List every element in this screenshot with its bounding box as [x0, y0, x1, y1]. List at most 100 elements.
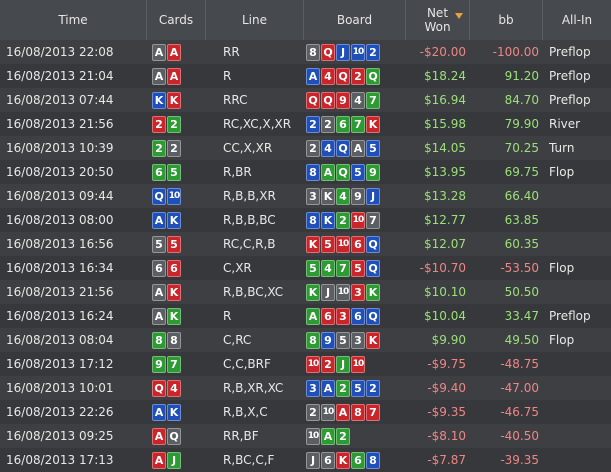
cell-net-won: $15.98 — [424, 117, 466, 131]
column-header-time[interactable]: Time — [0, 0, 147, 40]
playing-card: 9 — [351, 187, 365, 205]
playing-card: 5 — [366, 139, 380, 157]
playing-card: K — [167, 307, 181, 325]
playing-card: 10 — [351, 355, 365, 373]
cell-net-won: $13.95 — [424, 165, 466, 179]
playing-card: J — [167, 451, 181, 469]
column-header-net-won[interactable]: Net Won — [406, 0, 470, 40]
cell-line: C,XR — [223, 261, 252, 275]
cell-line: RR — [223, 45, 240, 59]
playing-card: 3 — [306, 187, 320, 205]
playing-card: 10 — [306, 355, 320, 373]
cell-bb: 84.70 — [504, 93, 539, 107]
cell-bb: 33.47 — [504, 309, 539, 323]
cell-net-won: $16.94 — [424, 93, 466, 107]
playing-card: Q — [321, 43, 335, 61]
playing-card: A — [336, 403, 350, 421]
playing-card: A — [152, 43, 166, 61]
table-row[interactable]: 16/08/2013 16:34 6 6 C,XR 5 4 7 5 Q -$10.70 -53.50… — [0, 256, 611, 280]
playing-card: 5 — [351, 163, 365, 181]
cell-time: 16/08/2013 21:04 — [6, 69, 114, 83]
column-header-line[interactable]: Line — [206, 0, 304, 40]
playing-card: 6 — [351, 307, 365, 325]
playing-card: 7 — [366, 211, 380, 229]
playing-card: A — [167, 43, 181, 61]
cell-all-in — [543, 376, 611, 400]
table-row[interactable]: 16/08/2013 08:00 A K R,B,B,BC 8 K 2 10 7 $12.77 63… — [0, 208, 611, 232]
table-row[interactable]: 16/08/2013 22:26 A K R,B,X,C 2 10 A 8 7 -$9.35 -46… — [0, 400, 611, 424]
table-row[interactable]: 16/08/2013 21:56 2 2 RC,XC,X,XR 2 2 6 7 K $15.98 7… — [0, 112, 611, 136]
table-row[interactable]: 16/08/2013 21:04 A A R A 4 Q 2 Q $18.24 91.20 Prefl… — [0, 64, 611, 88]
playing-card: 2 — [336, 427, 350, 445]
cell-time: 16/08/2013 08:04 — [6, 333, 114, 347]
playing-card: K — [366, 331, 380, 349]
table-row[interactable]: 16/08/2013 17:13 A J R,BC,C,F J 6 K 6 8 -$7.87 -39… — [0, 448, 611, 472]
column-header-net-won-label: Net Won — [424, 6, 451, 34]
cell-all-in: River — [549, 117, 581, 131]
cell-time: 16/08/2013 07:44 — [6, 93, 114, 107]
table-row[interactable]: 16/08/2013 21:56 A K R,B,BC,XC K J 10 3 K $10.10 5… — [0, 280, 611, 304]
playing-card: K — [306, 235, 320, 253]
playing-card: Q — [336, 163, 350, 181]
playing-card: 2 — [321, 115, 335, 133]
column-header-bb[interactable]: bb — [470, 0, 543, 40]
playing-card: J — [306, 451, 320, 469]
table-row[interactable]: 16/08/2013 09:25 A Q RR,BF 10 A 2 -$8.10 -40.50 — [0, 424, 611, 448]
playing-card: 2 — [152, 139, 166, 157]
cell-net-won: -$9.75 — [427, 357, 466, 371]
table-row[interactable]: 16/08/2013 07:44 K K RRC Q Q 9 4 7 $16.94 84.70 Pre… — [0, 88, 611, 112]
playing-card: J — [321, 283, 335, 301]
cell-board: K J 10 3 K — [304, 280, 406, 304]
cell-line: RRC — [223, 93, 248, 107]
cell-bb: 49.50 — [504, 333, 539, 347]
playing-card: Q — [336, 67, 350, 85]
cell-line: R,BR — [223, 165, 252, 179]
playing-card: 4 — [321, 139, 335, 157]
playing-card: 7 — [366, 403, 380, 421]
playing-card: A — [152, 67, 166, 85]
playing-card: 6 — [167, 259, 181, 277]
cell-line: R — [223, 69, 232, 83]
cell-bb: 91.20 — [504, 69, 539, 83]
cell-net-won: $9.90 — [431, 333, 466, 347]
column-header-all-in[interactable]: All-In — [543, 0, 611, 40]
cell-time: 16/08/2013 08:00 — [6, 213, 114, 227]
table-row[interactable]: 16/08/2013 09:44 Q 10 R,B,B,XR 3 K 4 9 J $13.28 66… — [0, 184, 611, 208]
cell-line: RC,XC,X,XR — [223, 117, 292, 131]
column-header-board[interactable]: Board — [304, 0, 406, 40]
column-header-all-in-label: All-In — [561, 13, 593, 27]
cell-bb: -48.75 — [500, 357, 539, 371]
table-row[interactable]: 16/08/2013 22:08 A A RR 8 Q J 10 2 -$20.00 -100.00… — [0, 40, 611, 64]
cell-bb: -47.00 — [500, 381, 539, 395]
cell-hole-cards: Q 10 — [147, 184, 206, 208]
table-row[interactable]: 16/08/2013 20:50 6 5 R,BR 8 A Q 5 9 $13.95 69.75 Fl… — [0, 160, 611, 184]
playing-card: A — [306, 307, 320, 325]
table-row[interactable]: 16/08/2013 10:01 Q 4 R,B,XR,XC 3 A 2 5 2 -$9.40 -4… — [0, 376, 611, 400]
cell-all-in — [543, 232, 611, 256]
column-header-cards[interactable]: Cards — [147, 0, 206, 40]
playing-card: A — [152, 211, 166, 229]
playing-card: K — [321, 211, 335, 229]
cell-time: 16/08/2013 10:01 — [6, 381, 114, 395]
playing-card: Q — [366, 259, 380, 277]
cell-board: 10 A 2 — [304, 424, 406, 448]
cell-bb: 70.25 — [504, 141, 539, 155]
cell-all-in: Flop — [549, 333, 575, 347]
playing-card: J — [336, 43, 350, 61]
table-row[interactable]: 16/08/2013 16:24 A K R A 6 3 6 Q $10.04 33.47 Prefl… — [0, 304, 611, 328]
table-row[interactable]: 16/08/2013 16:56 5 5 RC,C,R,B K 5 10 6 Q $12.07 60… — [0, 232, 611, 256]
cell-time: 16/08/2013 16:56 — [6, 237, 114, 251]
table-row[interactable]: 16/08/2013 08:04 8 8 C,RC 8 9 5 3 K $9.90 49.50 Flo… — [0, 328, 611, 352]
table-row[interactable]: 16/08/2013 10:39 2 2 CC,X,XR 2 4 Q A 5 $14.05 70.2… — [0, 136, 611, 160]
cell-net-won: $12.07 — [424, 237, 466, 251]
playing-card: 2 — [167, 115, 181, 133]
cell-line: R,B,B,XR — [223, 189, 276, 203]
table-row[interactable]: 16/08/2013 17:12 9 7 C,C,BRF 10 2 J 10 -$9.75 -48… — [0, 352, 611, 376]
